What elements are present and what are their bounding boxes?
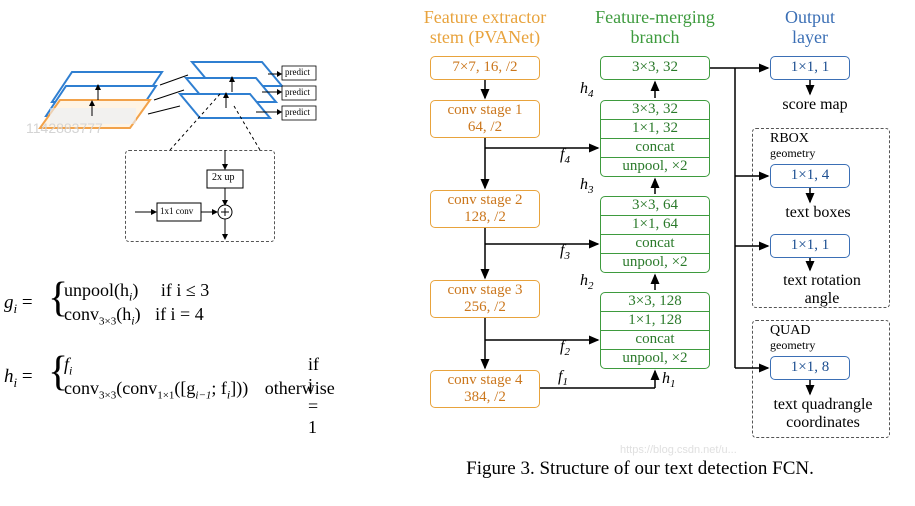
f1-label: f1 (558, 368, 568, 388)
f4-label: f4 (560, 146, 570, 166)
figure-caption: Figure 3. Structure of our text detectio… (400, 458, 880, 480)
f3-label: f3 (560, 242, 570, 262)
h1-label: h1 (662, 370, 676, 390)
h3-label: h3 (580, 176, 594, 196)
h2-label: h2 (580, 272, 594, 292)
h4-label: h4 (580, 80, 594, 100)
footer-watermark: https://blog.csdn.net/u... (620, 444, 737, 456)
main-arrows (0, 0, 915, 506)
f2-label: f2 (560, 338, 570, 358)
